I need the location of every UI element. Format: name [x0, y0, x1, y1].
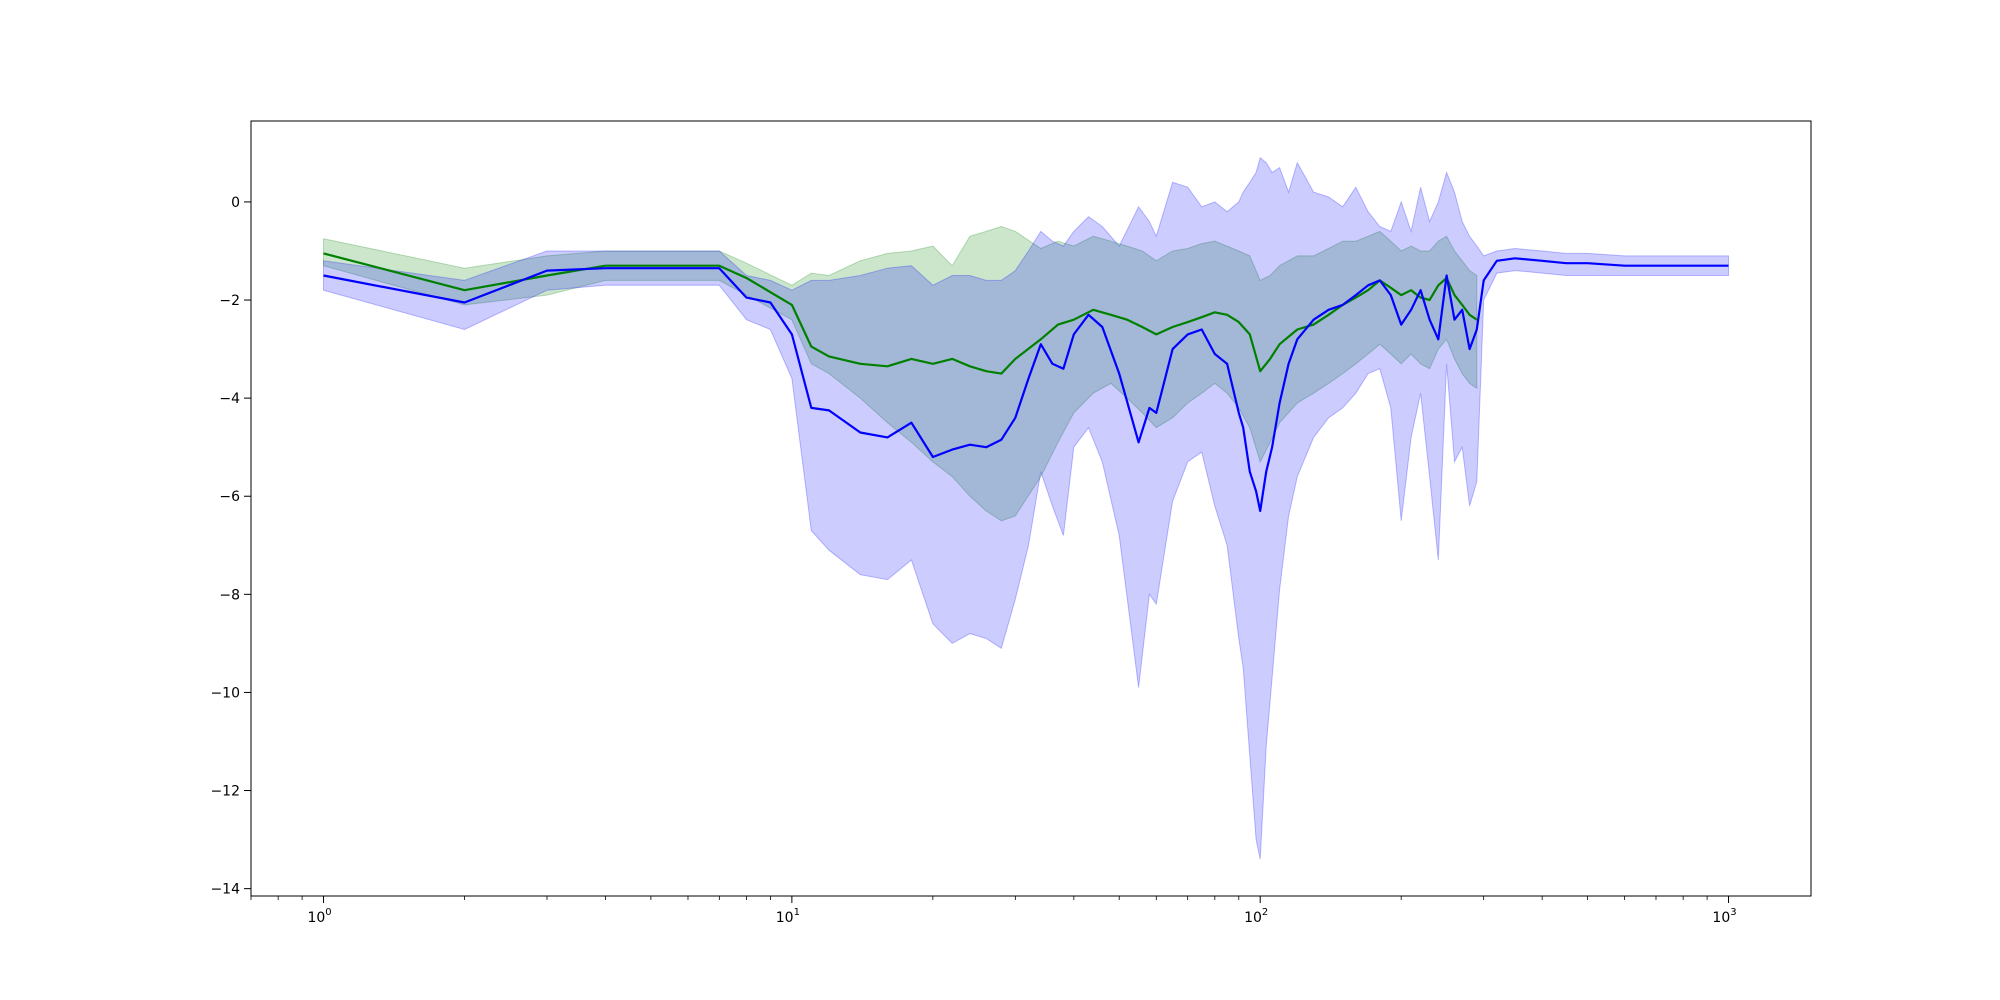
y-tick-label: −2 [219, 293, 240, 309]
y-tick-label: −4 [219, 391, 240, 407]
y-tick-label: −6 [219, 489, 240, 505]
y-tick-label: 0 [231, 195, 240, 211]
y-axis: 0 −2 −4 −6 −8 −10 −12 −14 [210, 195, 251, 898]
series-lines [323, 252, 1729, 513]
x-axis: 100 101 102 103 [250, 896, 1737, 926]
confidence-bands [323, 156, 1729, 860]
x-tick-label: 102 [1244, 907, 1268, 926]
series-0-band [323, 225, 1478, 522]
y-tick-label: −14 [210, 882, 240, 898]
series-0-line [323, 252, 1478, 375]
y-tick-label: −12 [210, 784, 240, 800]
plot-background [251, 121, 1811, 896]
y-tick-label: −8 [219, 587, 240, 603]
series-1-line [323, 257, 1729, 513]
plot-frame [250, 120, 1812, 897]
y-tick-label: −10 [210, 685, 240, 701]
x-tick-label: 103 [1712, 907, 1736, 926]
x-tick-label: 101 [776, 907, 800, 926]
series-1-band [323, 156, 1729, 860]
x-tick-label: 100 [307, 907, 331, 926]
